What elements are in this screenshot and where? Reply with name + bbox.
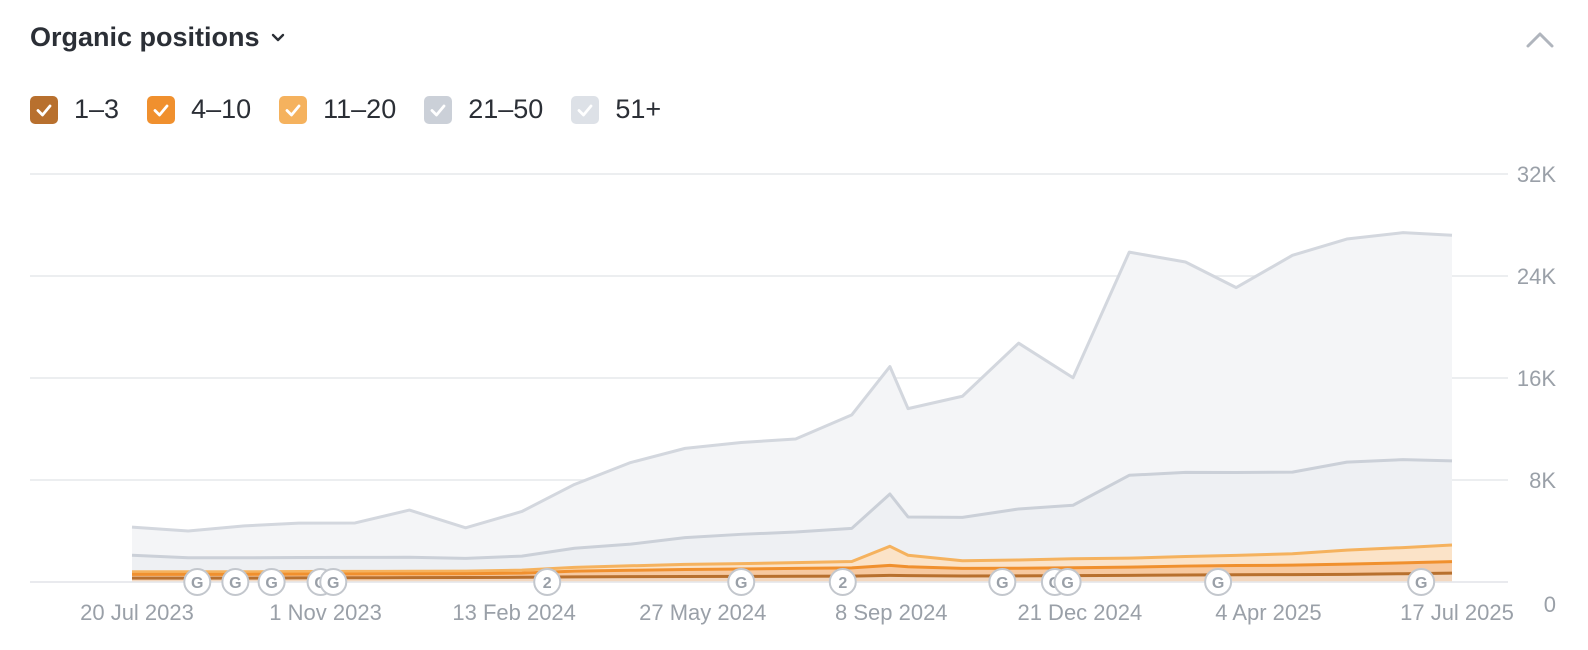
marker-circle bbox=[1204, 568, 1233, 596]
annotation-marker[interactable]: G bbox=[221, 568, 250, 596]
chevron-up-icon[interactable] bbox=[1520, 24, 1560, 58]
x-tick-label: 4 Apr 2025 bbox=[1215, 600, 1321, 625]
y-tick-label: 0 bbox=[1544, 592, 1556, 617]
legend: 1–3 4–10 11–20 21–50 51+ bbox=[30, 94, 661, 125]
x-tick-label: 21 Dec 2024 bbox=[1017, 600, 1142, 625]
marker-label: G bbox=[229, 575, 241, 592]
x-tick-label: 27 May 2024 bbox=[639, 600, 766, 625]
legend-item-0[interactable]: 1–3 bbox=[30, 94, 119, 125]
marker-label: G bbox=[996, 575, 1008, 592]
legend-checkbox[interactable] bbox=[279, 95, 308, 124]
y-tick-label: 32K bbox=[1517, 162, 1556, 187]
annotation-marker[interactable]: G bbox=[1053, 568, 1082, 596]
section-title: Organic positions bbox=[30, 22, 260, 52]
check-icon bbox=[285, 104, 301, 116]
annotation-marker[interactable]: G bbox=[257, 568, 286, 596]
check-icon bbox=[153, 104, 169, 116]
legend-checkbox[interactable] bbox=[30, 95, 58, 124]
x-tick-label: 8 Sep 2024 bbox=[835, 600, 948, 625]
annotation-marker[interactable]: G bbox=[183, 568, 212, 596]
area-21–50 bbox=[132, 459, 1452, 572]
legend-label: 1–3 bbox=[74, 94, 120, 124]
legend-label: 21–50 bbox=[468, 94, 544, 124]
legend-item-1[interactable]: 4–10 bbox=[147, 94, 251, 125]
line-21–50 bbox=[131, 458, 1453, 560]
check-icon bbox=[36, 104, 52, 116]
marker-label: G bbox=[1061, 575, 1073, 592]
annotation-marker[interactable]: 2 bbox=[533, 568, 562, 596]
y-tick-label: 24K bbox=[1517, 264, 1556, 289]
marker-circle bbox=[727, 568, 756, 596]
marker-circle bbox=[988, 568, 1017, 596]
marker-label: G bbox=[1415, 575, 1427, 592]
line-4–10 bbox=[132, 560, 1453, 576]
check-icon bbox=[577, 104, 593, 116]
legend-item-2[interactable]: 11–20 bbox=[279, 94, 396, 125]
marker-label: G bbox=[1212, 575, 1224, 592]
marker-label: G bbox=[265, 575, 277, 592]
line-51+ bbox=[131, 231, 1453, 533]
marker-label: G bbox=[191, 575, 203, 592]
annotation-marker[interactable]: G bbox=[988, 568, 1017, 596]
marker-circle bbox=[1053, 568, 1082, 596]
x-tick-label: 13 Feb 2024 bbox=[452, 600, 576, 625]
annotation-marker[interactable]: G bbox=[319, 568, 348, 596]
marker-circle bbox=[183, 568, 212, 596]
check-icon bbox=[430, 104, 446, 116]
x-tick-label: 20 Jul 2023 bbox=[80, 600, 194, 625]
x-tick-label: 1 Nov 2023 bbox=[269, 600, 382, 625]
marker-circle bbox=[257, 568, 286, 596]
legend-label: 4–10 bbox=[191, 94, 252, 124]
legend-checkbox[interactable] bbox=[147, 95, 176, 124]
annotation-marker[interactable]: 2 bbox=[828, 568, 857, 596]
marker-circle bbox=[828, 568, 857, 596]
y-tick-label: 16K bbox=[1517, 366, 1556, 391]
marker-circle bbox=[319, 568, 348, 596]
marker-label: G bbox=[327, 575, 339, 592]
legend-label: 11–20 bbox=[323, 94, 397, 124]
annotation-marker[interactable]: G bbox=[1407, 568, 1436, 596]
annotation-marker[interactable]: G bbox=[727, 568, 756, 596]
positions-chart: 32K 24K 16K 8K 0 20 Jul 2023 1 Nov 2023 13 Feb … bbox=[30, 162, 1556, 625]
y-tick-label: 8K bbox=[1529, 468, 1556, 493]
marker-label: G bbox=[735, 575, 747, 592]
line-11–20 bbox=[132, 543, 1453, 574]
annotation-marker[interactable]: G bbox=[1204, 568, 1233, 596]
area-51+ bbox=[132, 232, 1452, 559]
legend-checkbox[interactable] bbox=[571, 95, 600, 124]
marker-label: 2 bbox=[838, 575, 847, 592]
marker-circle bbox=[221, 568, 250, 596]
section-header[interactable]: Organic positions bbox=[30, 22, 288, 53]
marker-circle bbox=[1407, 568, 1436, 596]
legend-checkbox[interactable] bbox=[424, 95, 453, 124]
marker-label: 2 bbox=[543, 575, 552, 592]
legend-item-3[interactable]: 21–50 bbox=[424, 94, 543, 125]
marker-circle bbox=[533, 568, 562, 596]
legend-label: 51+ bbox=[615, 94, 662, 124]
chevron-down-icon[interactable] bbox=[268, 28, 288, 48]
legend-item-4[interactable]: 51+ bbox=[571, 94, 661, 125]
x-tick-label: 17 Jul 2025 bbox=[1400, 600, 1514, 625]
